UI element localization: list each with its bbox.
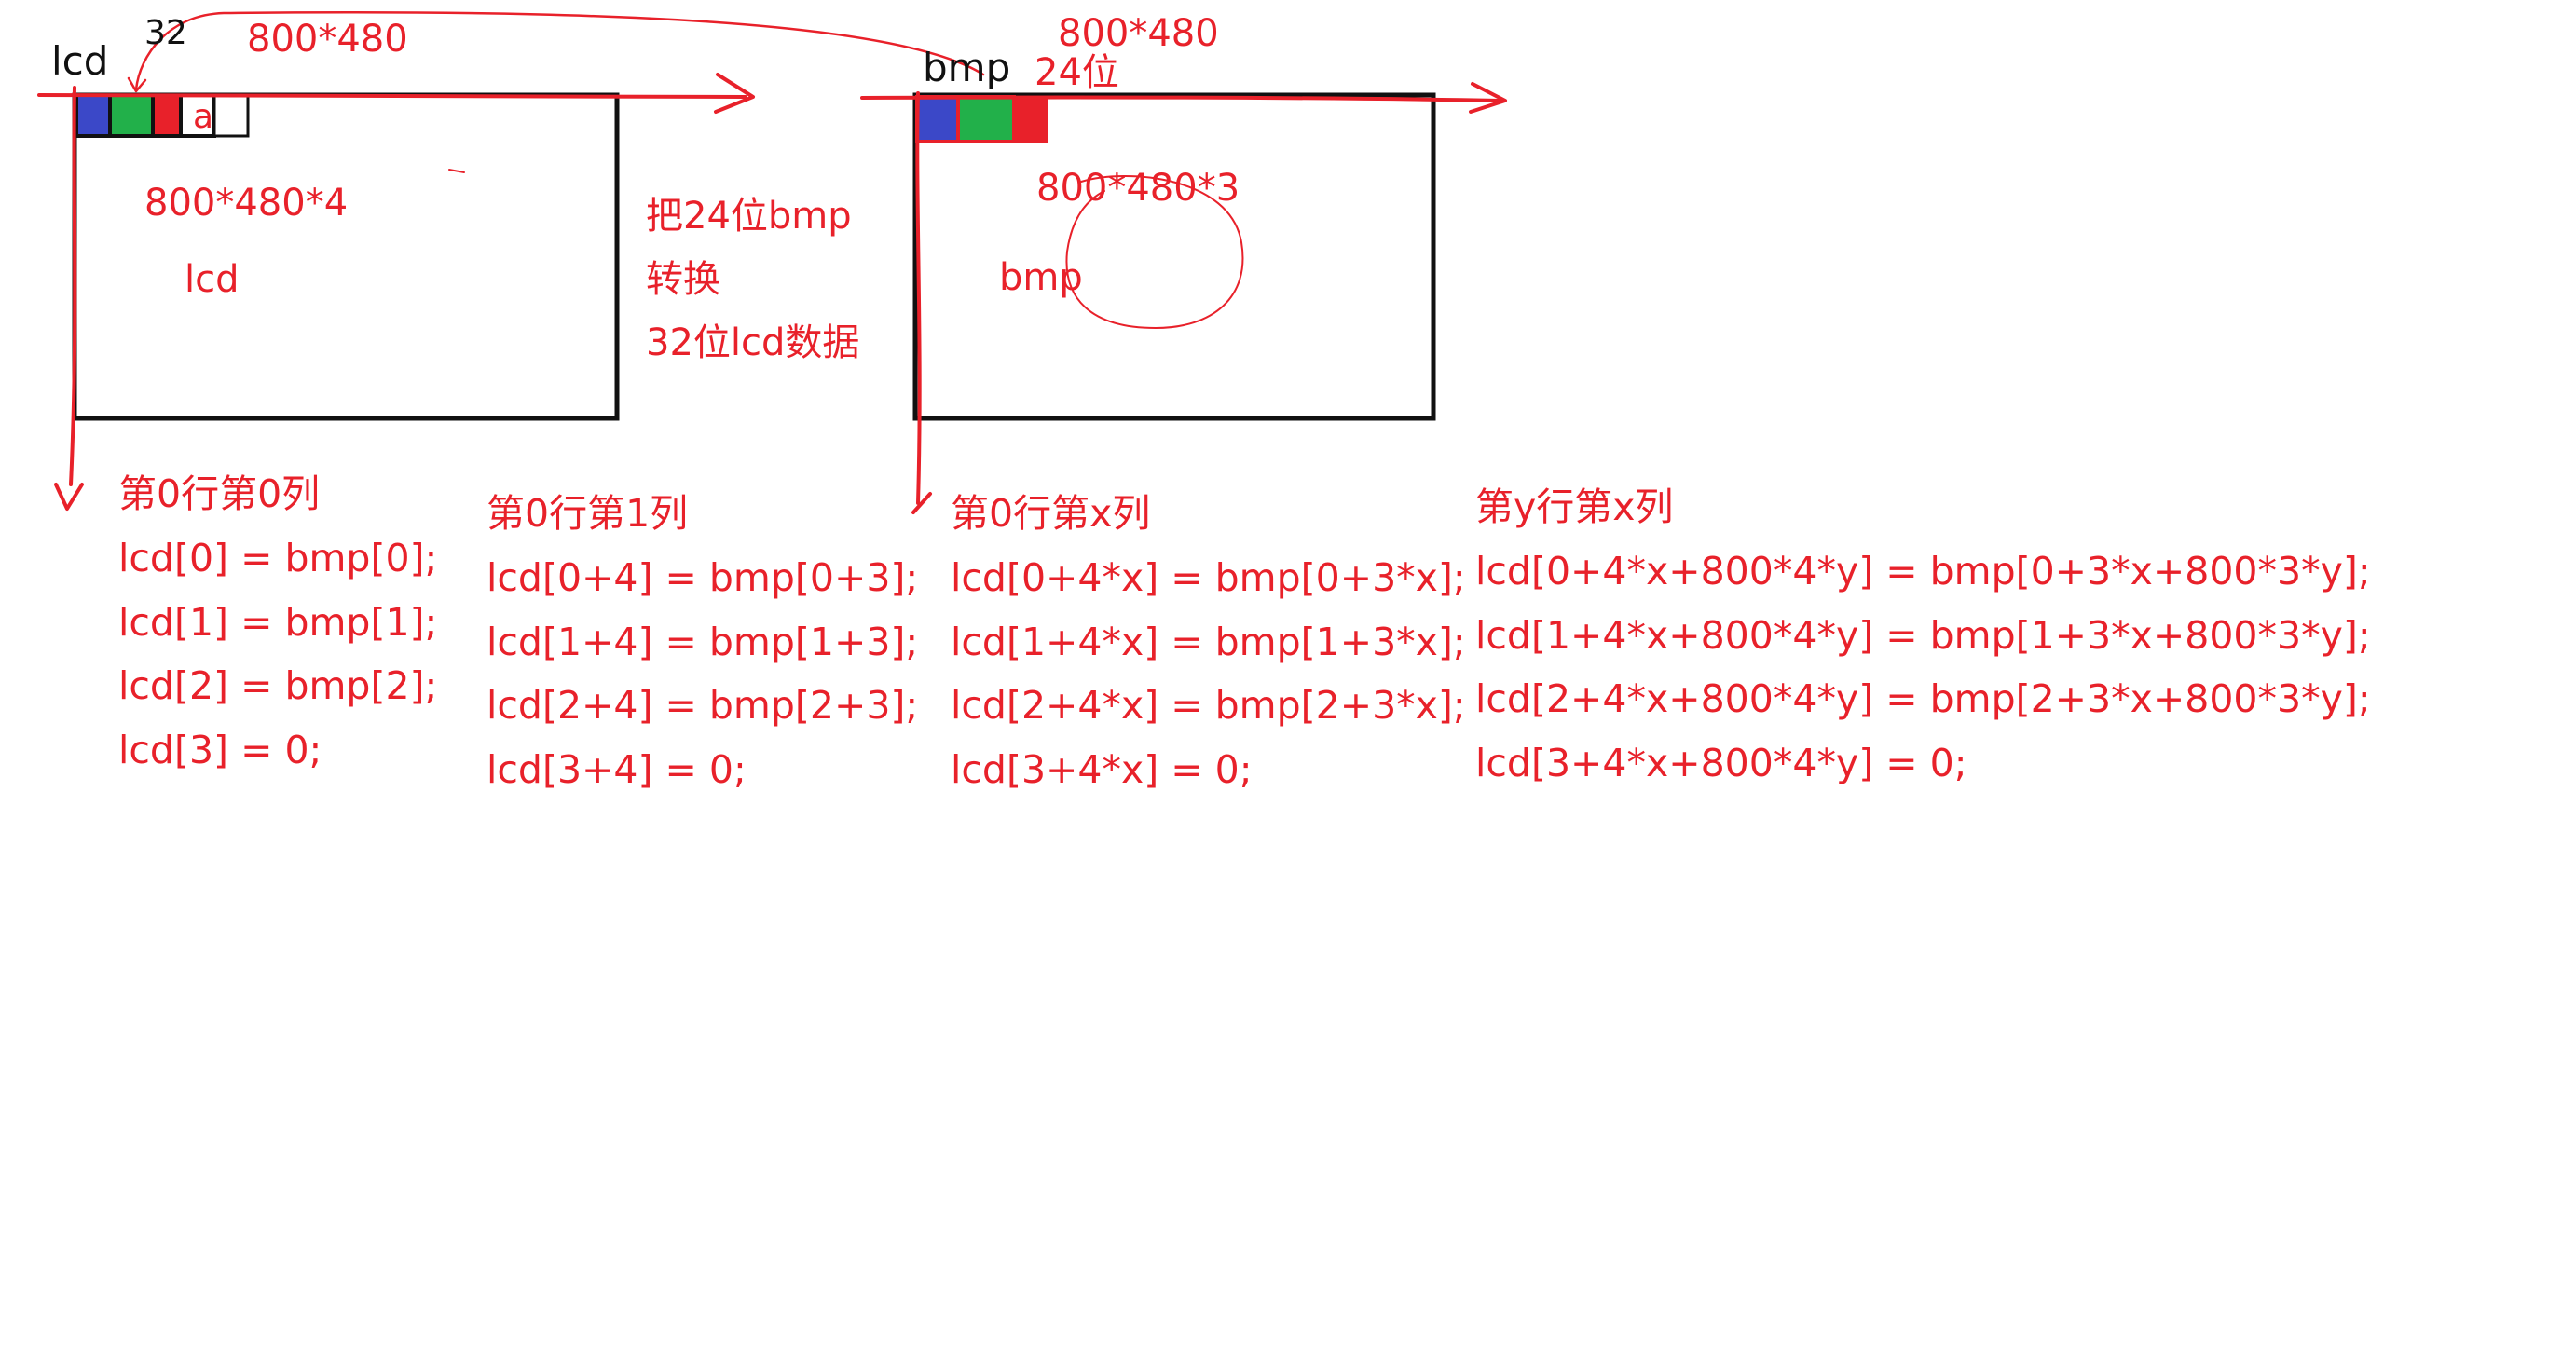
lcd-row-arrow [37,92,747,99]
formula-line: lcd[3+4] = 0; [486,746,747,792]
conversion-note-line3: 32位lcd数据 [646,321,860,364]
formula-line: lcd[0+4*x] = bmp[0+3*x]; [951,555,1466,600]
formula-line: lcd[3+4*x+800*4*y] = 0; [1475,740,1967,785]
conversion-note-line1: 把24位bmp [646,195,852,238]
lcd-pixel-blue-byte [75,93,112,138]
lcd-buffer-size: 800*480*4 [144,182,349,225]
formula-block-row0-col0: lcd[0] = bmp[0]; lcd[1] = bmp[1]; lcd[2]… [118,526,437,782]
formula-block-row0-colx: lcd[0+4*x] = bmp[0+3*x]; lcd[1+4*x] = bm… [951,546,1466,801]
bmp-circle-doodle [1065,174,1244,330]
bmp-inner-label: bmp [999,256,1083,299]
formula-block-row0-col1: lcd[0+4] = bmp[0+3]; lcd[1+4] = bmp[1+3]… [486,546,918,801]
lcd-bit-depth: 32 [144,14,187,52]
lcd-panel-name: lcd [51,38,109,84]
bmp-row-arrowhead [1469,82,1507,114]
lcd-pixel-next-byte [212,93,250,138]
lcd-inner-label: lcd [185,258,240,301]
formula-line: lcd[0+4*x+800*4*y] = bmp[0+3*x+800*3*y]; [1475,549,2371,593]
stray-mark [448,169,465,173]
formula-title-rowy-colx: 第y行第x列 [1475,484,1674,529]
bmp-pixel-blue-byte [915,95,960,143]
formula-line: lcd[0] = bmp[0]; [118,536,438,580]
lcd-alpha-label: a [193,98,214,136]
formula-line: lcd[2+4*x+800*4*y] = bmp[2+3*x+800*3*y]; [1475,676,2371,721]
formula-line: lcd[1] = bmp[1]; [118,599,438,645]
lcd-pixel-green-byte [108,93,155,138]
formula-title-row0-colx: 第0行第x列 [951,491,1151,536]
bmp-panel-name: bmp [923,45,1011,90]
formula-title-row0-col1: 第0行第1列 [486,491,689,536]
bmp-column-arrowhead [911,492,932,514]
formula-line: lcd[3+4*x] = 0; [951,746,1253,792]
conversion-note-line2: 转换 [646,258,720,301]
bmp-row-arrow [860,95,1502,102]
lcd-pixel-red-byte [151,93,183,138]
lcd-screen-frame [72,92,620,421]
bmp-pixel-red-byte [1013,96,1048,143]
formula-line: lcd[2+4*x] = bmp[2+3*x]; [951,683,1466,728]
bmp-pixel-green-byte [956,95,1016,143]
lcd-resolution: 800*480 [247,18,408,61]
bmp-image-frame [912,92,1436,421]
formula-line: lcd[0+4] = bmp[0+3]; [486,555,919,600]
lcd-column-arrow [69,86,77,486]
bmp-to-lcd-curve-tip [127,76,147,93]
bmp-buffer-size: 800*480*3 [1036,167,1240,210]
bmp-resolution: 800*480 [1058,12,1219,55]
formula-line: lcd[3] = 0; [118,727,322,772]
formula-line: lcd[1+4*x] = bmp[1+3*x]; [951,619,1466,664]
formula-line: lcd[1+4] = bmp[1+3]; [486,619,919,664]
bmp-column-arrow [915,91,922,505]
formula-line: lcd[2+4] = bmp[2+3]; [486,683,919,728]
bmp-to-lcd-curve [134,10,985,91]
lcd-row-arrowhead [714,73,755,114]
formula-title-row0-col0: 第0行第0列 [118,471,321,516]
formula-line: lcd[2] = bmp[2]; [118,663,438,708]
bmp-bit-depth: 24位 [1035,51,1119,94]
lcd-column-arrowhead [54,483,84,511]
formula-line: lcd[1+4*x+800*4*y] = bmp[1+3*x+800*3*y]; [1475,612,2371,658]
formula-block-rowy-colx: lcd[0+4*x+800*4*y] = bmp[0+3*x+800*3*y];… [1475,539,2371,795]
